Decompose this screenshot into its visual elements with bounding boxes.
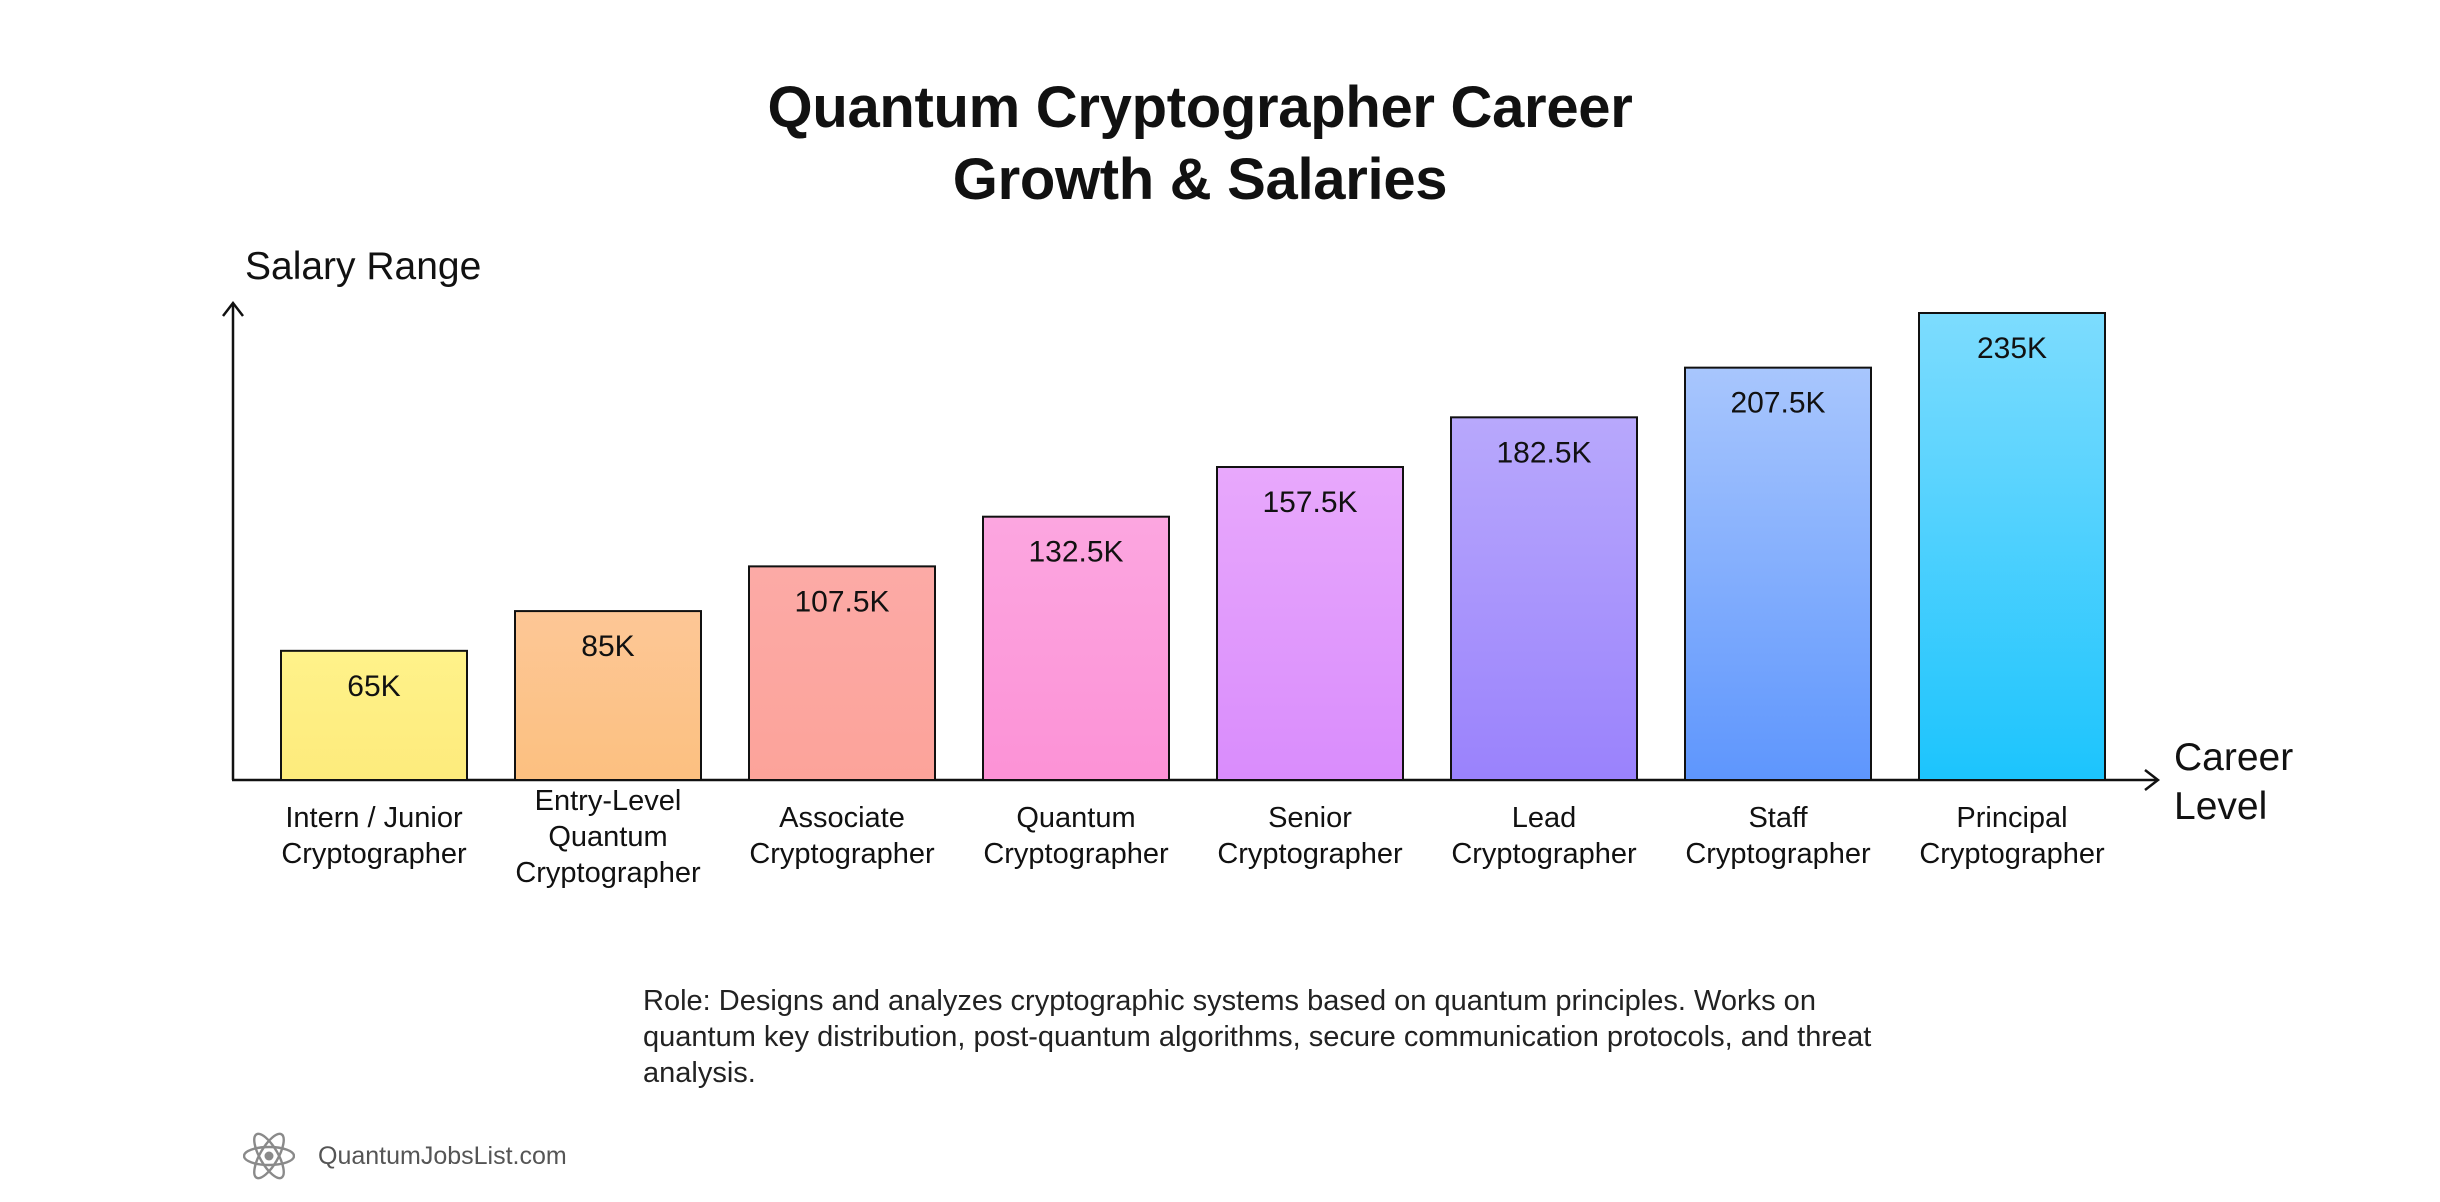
category-label-1: Intern / Junior Cryptographer (258, 800, 490, 872)
bar-value-label-4: 132.5K (1028, 536, 1123, 569)
y-axis-arrow (222, 300, 244, 317)
category-label-line: Cryptographer (1685, 838, 1871, 870)
brand-text: QuantumJobsList.com (318, 1141, 567, 1170)
atom-icon (243, 1132, 295, 1180)
category-label-line: Quantum (1016, 802, 1136, 834)
brand-footer: QuantumJobsList.com (243, 1128, 567, 1184)
category-label-line: Cryptographer (983, 838, 1169, 870)
chart-title: Quantum Cryptographer Career Growth & Sa… (0, 72, 2400, 216)
category-label-5: Senior Cryptographer (1194, 800, 1426, 872)
category-label-line: Quantum (548, 821, 668, 853)
bar-value-label-7: 207.5K (1730, 387, 1825, 420)
category-label-6: Lead Cryptographer (1428, 800, 1660, 872)
bar-value-label-1: 65K (347, 670, 400, 703)
bar-value-label-2: 85K (581, 630, 634, 663)
category-label-line: Principal (1956, 802, 2068, 834)
bar-1 (280, 649, 468, 781)
bar-8 (1918, 312, 2106, 781)
category-label-3: Associate Cryptographer (726, 800, 958, 872)
category-label-line: Cryptographer (515, 857, 701, 889)
category-label-line: Cryptographer (1451, 838, 1637, 870)
category-label-line: Cryptographer (1919, 838, 2105, 870)
category-label-line: Staff (1748, 802, 1808, 834)
title-line-1: Quantum Cryptographer Career (767, 75, 1633, 140)
category-label-line: Cryptographer (281, 838, 467, 870)
category-label-4: Quantum Cryptographer (960, 800, 1192, 872)
category-label-line: Senior (1268, 802, 1352, 834)
bar-value-label-6: 182.5K (1496, 436, 1591, 469)
bars-group: 65K 85K 107.5K 132.5K 157.5K 182.5K 207.5K 235K (280, 312, 2106, 781)
category-label-line: Entry-Level (534, 785, 682, 817)
category-label-line: Cryptographer (749, 838, 935, 870)
bar-value-label-3: 107.5K (794, 585, 889, 618)
category-label-line: Associate (779, 802, 905, 834)
category-label-8: Principal Cryptographer (1896, 800, 2128, 872)
y-axis-label: Salary Range (245, 245, 482, 288)
bar-6 (1450, 416, 1638, 781)
bar-3 (748, 565, 936, 781)
category-label-line: Intern / Junior (285, 802, 463, 834)
category-label-line: Lead (1511, 802, 1577, 834)
bar-7 (1684, 366, 1872, 781)
title-line-2: Growth & Salaries (952, 147, 1448, 212)
category-label-2: Entry-Level Quantum Cryptographer (492, 783, 724, 891)
x-axis-arrow (2144, 769, 2161, 791)
bar-value-label-8: 235K (1977, 332, 2047, 365)
bar-4 (982, 515, 1170, 781)
bar-5 (1216, 466, 1404, 781)
category-label-7: Staff Cryptographer (1662, 800, 1894, 872)
bar-2 (514, 610, 702, 781)
bar-value-label-5: 157.5K (1262, 486, 1357, 519)
category-label-line: Cryptographer (1217, 838, 1403, 870)
role-description: Role: Designs and analyzes cryptographic… (643, 985, 1872, 1089)
x-axis-label: Career Level (2174, 736, 2294, 828)
